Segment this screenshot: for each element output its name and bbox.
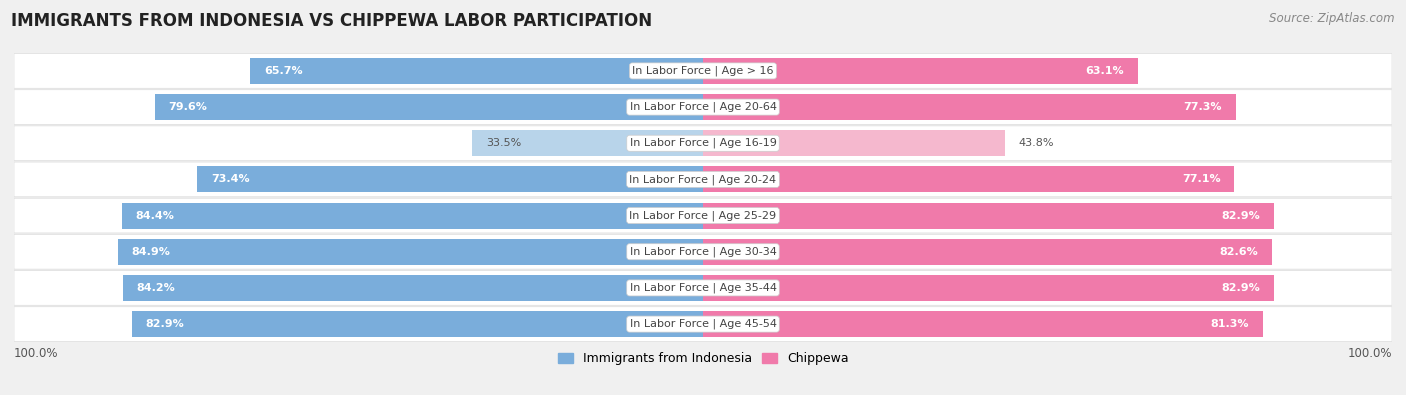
Legend: Immigrants from Indonesia, Chippewa: Immigrants from Indonesia, Chippewa (558, 352, 848, 365)
FancyBboxPatch shape (14, 90, 1392, 124)
Text: 73.4%: 73.4% (211, 175, 250, 184)
Text: 82.9%: 82.9% (1222, 211, 1260, 220)
Bar (197, 166, 703, 192)
Text: 77.3%: 77.3% (1184, 102, 1222, 112)
Text: 63.1%: 63.1% (1085, 66, 1123, 76)
Bar (703, 94, 1236, 120)
Bar (703, 311, 1263, 337)
Bar (472, 130, 703, 156)
Bar (250, 58, 703, 84)
Text: 82.9%: 82.9% (1222, 283, 1260, 293)
Text: 100.0%: 100.0% (14, 347, 59, 360)
Text: Source: ZipAtlas.com: Source: ZipAtlas.com (1270, 12, 1395, 25)
Text: 84.9%: 84.9% (132, 247, 170, 257)
Bar (118, 239, 703, 265)
Text: 100.0%: 100.0% (1347, 347, 1392, 360)
Text: IMMIGRANTS FROM INDONESIA VS CHIPPEWA LABOR PARTICIPATION: IMMIGRANTS FROM INDONESIA VS CHIPPEWA LA… (11, 12, 652, 30)
Bar (122, 275, 703, 301)
FancyBboxPatch shape (14, 126, 1392, 161)
Text: 81.3%: 81.3% (1211, 319, 1250, 329)
Text: 77.1%: 77.1% (1182, 175, 1220, 184)
Text: 84.2%: 84.2% (136, 283, 176, 293)
FancyBboxPatch shape (14, 271, 1392, 305)
Text: 82.6%: 82.6% (1219, 247, 1258, 257)
Bar (703, 166, 1234, 192)
FancyBboxPatch shape (14, 162, 1392, 197)
FancyBboxPatch shape (14, 307, 1392, 341)
Bar (121, 203, 703, 229)
Bar (703, 239, 1272, 265)
Text: In Labor Force | Age 35-44: In Labor Force | Age 35-44 (630, 283, 776, 293)
Text: 84.4%: 84.4% (135, 211, 174, 220)
Bar (155, 94, 703, 120)
Bar (703, 130, 1005, 156)
Text: In Labor Force | Age 30-34: In Labor Force | Age 30-34 (630, 246, 776, 257)
Text: 33.5%: 33.5% (486, 138, 522, 148)
Bar (132, 311, 703, 337)
Text: In Labor Force | Age 16-19: In Labor Force | Age 16-19 (630, 138, 776, 149)
FancyBboxPatch shape (14, 54, 1392, 88)
Text: 43.8%: 43.8% (1018, 138, 1054, 148)
Text: 79.6%: 79.6% (169, 102, 207, 112)
Text: 82.9%: 82.9% (146, 319, 184, 329)
Text: In Labor Force | Age 20-64: In Labor Force | Age 20-64 (630, 102, 776, 112)
Text: 65.7%: 65.7% (264, 66, 302, 76)
FancyBboxPatch shape (14, 198, 1392, 233)
FancyBboxPatch shape (14, 234, 1392, 269)
Text: In Labor Force | Age > 16: In Labor Force | Age > 16 (633, 66, 773, 76)
Bar (703, 275, 1274, 301)
Text: In Labor Force | Age 45-54: In Labor Force | Age 45-54 (630, 319, 776, 329)
Text: In Labor Force | Age 20-24: In Labor Force | Age 20-24 (630, 174, 776, 185)
Bar (703, 58, 1137, 84)
Text: In Labor Force | Age 25-29: In Labor Force | Age 25-29 (630, 210, 776, 221)
Bar (703, 203, 1274, 229)
